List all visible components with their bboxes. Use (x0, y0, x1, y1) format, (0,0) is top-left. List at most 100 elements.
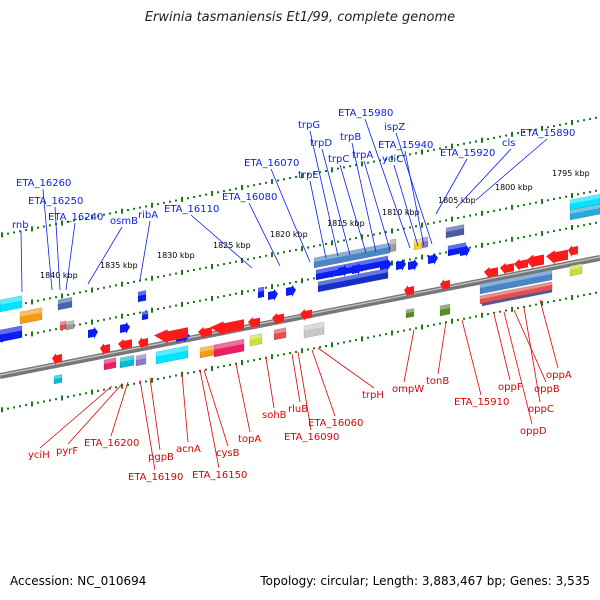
reverse-gene-sohB[interactable]: sohB (262, 357, 287, 421)
reverse-gene-ompW[interactable]: ompW (392, 329, 424, 395)
gene-label[interactable]: pyrF (56, 446, 78, 457)
gene-label[interactable]: ribA (138, 210, 158, 221)
reverse-gene-ETA_16190[interactable]: ETA_16190 (128, 379, 183, 483)
gene-label[interactable]: ETA_16060 (308, 418, 363, 429)
forward-gene-ispZ[interactable]: ispZ (384, 122, 433, 245)
forward-gene-ETA_16250[interactable]: ETA_16250 (28, 196, 83, 291)
gene-label[interactable]: ispZ (384, 122, 405, 133)
gene-label[interactable]: trpH (362, 390, 384, 401)
reverse-gene-yciH[interactable]: yciH (28, 385, 113, 461)
gene-label[interactable]: ETA_15940 (378, 140, 433, 151)
gene-label[interactable]: trpG (298, 120, 320, 131)
reverse-gene-oppD[interactable]: oppD (503, 311, 547, 437)
forward-arrow-0 (88, 326, 98, 339)
gene-label[interactable]: pgpB (148, 452, 174, 463)
gene-label[interactable]: oppB (534, 384, 560, 395)
forward-gene-rnb[interactable]: rnb (12, 220, 29, 293)
gene-label[interactable]: rnb (12, 220, 29, 231)
reverse-block-6 (213, 338, 245, 358)
reverse-gene-ETA_16060[interactable]: ETA_16060 (308, 349, 363, 429)
gene-label[interactable]: oppD (520, 426, 547, 437)
gene-label[interactable]: trpA (352, 150, 373, 161)
gene-label[interactable]: oppC (528, 404, 554, 415)
reverse-block-0 (53, 374, 63, 385)
forward-gene-trpE[interactable]: trpE (298, 170, 327, 259)
gene-label[interactable]: oppF (498, 382, 523, 393)
forward-gene-ETA_15980[interactable]: ETA_15980 (338, 108, 411, 249)
reverse-gene-tonB[interactable]: tonB (426, 321, 449, 387)
gene-label[interactable]: ETA_16150 (192, 470, 247, 481)
reverse-arrow-8 (272, 313, 284, 326)
forward-gene-trpG[interactable]: trpG (298, 120, 339, 257)
gene-label[interactable]: ETA_16090 (284, 432, 339, 443)
tick-label: 1795 kbp (552, 169, 590, 178)
gene-label[interactable]: osmB (110, 216, 138, 227)
reverse-gene-oppC[interactable]: oppC (523, 307, 554, 415)
gene-label[interactable]: ETA_16240 (48, 212, 103, 223)
reverse-gene-ETA_16150[interactable]: ETA_16150 (192, 369, 247, 481)
gene-label[interactable]: ETA_16080 (222, 192, 277, 203)
tick-dots (1, 116, 597, 413)
gene-label[interactable]: ETA_15920 (440, 148, 495, 159)
forward-gene-ETA_15890[interactable]: ETA_15890 (475, 128, 575, 201)
reverse-gene-topA[interactable]: topA (235, 363, 261, 445)
forward-gene-ETA_15920[interactable]: ETA_15920 (435, 148, 495, 215)
gene-label[interactable]: rluB (288, 404, 308, 415)
gene-label[interactable]: oppA (546, 370, 572, 381)
gene-label[interactable]: trpB (340, 132, 361, 143)
forward-gene-ETA_16110[interactable]: ETA_16110 (164, 204, 253, 269)
gene-label[interactable]: ETA_16200 (84, 438, 139, 449)
reverse-gene-oppF[interactable]: oppF (493, 313, 523, 393)
forward-gene-ETA_16080[interactable]: ETA_16080 (222, 192, 281, 267)
forward-block-19 (569, 193, 600, 211)
gene-label[interactable]: sohB (262, 410, 287, 421)
gene-label[interactable]: trpD (310, 138, 332, 149)
forward-gene-trpD[interactable]: trpD (310, 138, 351, 256)
gene-label[interactable]: yciH (28, 450, 50, 461)
gene-label[interactable]: ompW (392, 384, 424, 395)
gene-label[interactable]: ETA_15890 (520, 128, 575, 139)
forward-gene-cls[interactable]: cls (455, 138, 516, 209)
forward-gene-ETA_16070[interactable]: ETA_16070 (244, 158, 311, 263)
reverse-gene-pgpB[interactable]: pgpB (148, 377, 174, 463)
gene-label[interactable]: cls (502, 138, 516, 149)
gene-label[interactable]: ETA_16250 (28, 196, 83, 207)
gene-label[interactable]: topA (238, 434, 261, 445)
reverse-gene-ETA_16090[interactable]: ETA_16090 (284, 351, 339, 443)
gene-label[interactable]: tonB (426, 376, 449, 387)
reverse-gene-ETA_15910[interactable]: ETA_15910 (454, 319, 509, 408)
reverse-gene-oppB[interactable]: oppB (513, 309, 560, 395)
forward-block-12 (389, 238, 397, 253)
gene-label[interactable]: trpE (298, 170, 319, 181)
gene-label[interactable]: ETA_15980 (338, 108, 393, 119)
forward-gene-ETA_15940[interactable]: ETA_15940 (378, 140, 433, 247)
reverse-gene-rluB[interactable]: rluB (288, 353, 308, 415)
gene-label[interactable]: acnA (176, 444, 201, 455)
reverse-gene-trpH[interactable]: trpH (317, 347, 384, 401)
reverse-block-1 (103, 357, 117, 371)
reverse-gene-acnA[interactable]: acnA (176, 373, 201, 455)
forward-gene-ETA_16260[interactable]: ETA_16260 (16, 178, 71, 291)
gene-label[interactable]: trpC (328, 154, 349, 165)
gene-label[interactable]: ETA_15910 (454, 397, 509, 408)
forward-gene-trpB[interactable]: trpB (340, 132, 377, 253)
gene-label[interactable]: ETA_16260 (16, 178, 71, 189)
gene-label[interactable]: ETA_16070 (244, 158, 299, 169)
forward-gene-osmB[interactable]: osmB (87, 216, 138, 285)
reverse-gene-cysB[interactable]: cysB (203, 369, 240, 459)
forward-gene-trpC[interactable]: trpC (328, 154, 367, 254)
gene-label[interactable]: ETA_16110 (164, 204, 219, 215)
forward-block-4 (59, 320, 67, 331)
forward-gene-trpA[interactable]: trpA (352, 150, 391, 251)
reverse-gene-pyrF[interactable]: pyrF (56, 383, 123, 457)
forward-gene-ETA_16240[interactable]: ETA_16240 (48, 212, 103, 291)
gene-label[interactable]: cysB (216, 448, 240, 459)
reverse-gene-oppA[interactable]: oppA (539, 299, 572, 381)
gene-label[interactable]: ETA_16190 (128, 472, 183, 483)
forward-gene-yciC[interactable]: yciC (382, 154, 419, 247)
reverse-gene-ETA_16200[interactable]: ETA_16200 (84, 381, 139, 449)
forward-gene-ribA[interactable]: ribA (138, 210, 158, 281)
gene-label[interactable]: yciC (382, 154, 403, 165)
